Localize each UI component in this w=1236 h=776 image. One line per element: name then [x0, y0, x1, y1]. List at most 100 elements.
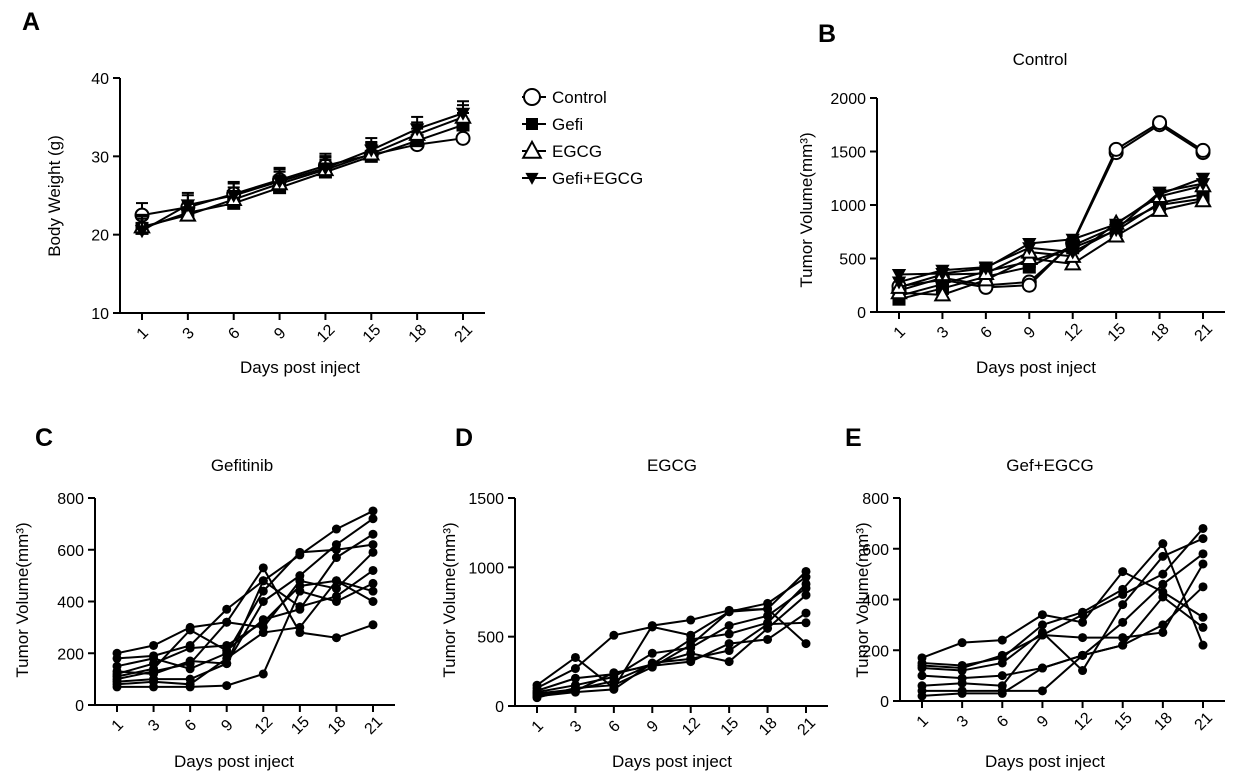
- legend-label: EGCG: [552, 142, 602, 161]
- x-tick-label: 1: [891, 324, 909, 342]
- data-point: [295, 576, 305, 586]
- data-point: [523, 88, 541, 106]
- data-point: [331, 633, 341, 643]
- series: [891, 178, 1211, 290]
- data-point: [258, 586, 268, 596]
- data-point: [763, 619, 773, 629]
- data-point: [724, 657, 734, 667]
- x-tick-label: 21: [1192, 320, 1217, 345]
- data-point: [258, 576, 268, 586]
- series-line: [898, 182, 1204, 284]
- data-point: [112, 682, 122, 692]
- series-line: [921, 563, 1204, 687]
- data-point: [1198, 523, 1208, 533]
- data-point: [1158, 539, 1168, 549]
- data-point: [1065, 233, 1080, 247]
- data-point: [532, 693, 542, 703]
- data-point: [1152, 186, 1167, 200]
- data-point: [1108, 141, 1124, 157]
- data-point: [997, 688, 1007, 698]
- data-point: [724, 621, 734, 631]
- y-tick-label: 400: [862, 593, 889, 610]
- data-point: [258, 563, 268, 573]
- y-tick-label: 1500: [468, 491, 504, 508]
- x-tick-label: 12: [1071, 709, 1096, 734]
- data-point: [1195, 178, 1211, 192]
- y-tick-label: 0: [495, 699, 504, 716]
- x-tick-label: 3: [954, 713, 972, 731]
- data-point: [222, 681, 232, 691]
- legend-item: Gefi: [522, 115, 583, 134]
- data-point: [801, 639, 811, 649]
- data-point: [1037, 630, 1047, 640]
- data-point: [933, 285, 952, 302]
- data-point: [891, 276, 907, 290]
- series: [112, 578, 378, 692]
- data-point: [331, 597, 341, 606]
- series-line: [116, 543, 374, 670]
- x-tick-label: 3: [145, 717, 163, 735]
- x-tick-label: 6: [182, 717, 200, 735]
- data-point: [609, 668, 619, 678]
- legend-label: Control: [552, 88, 607, 107]
- data-point: [1158, 592, 1168, 602]
- data-point: [997, 650, 1007, 660]
- data-point: [368, 514, 378, 524]
- data-point: [258, 669, 268, 679]
- data-point: [647, 648, 657, 658]
- panel-letter: B: [818, 20, 836, 48]
- chart-title: Gef+EGCG: [1006, 456, 1093, 475]
- data-point: [801, 590, 811, 600]
- data-point: [570, 673, 580, 683]
- data-point: [1150, 200, 1169, 217]
- data-point: [957, 638, 967, 648]
- y-tick-label: 400: [57, 595, 84, 612]
- x-tick-label: 12: [314, 321, 339, 346]
- data-point: [724, 607, 734, 617]
- x-tick-label: 6: [978, 324, 996, 342]
- x-tick-label: 3: [567, 718, 585, 736]
- data-point: [801, 583, 811, 593]
- panel-b: B Control 0 500 1000 1500 2000 1 3 6 9 12 15 18 21 Days…: [797, 20, 1225, 377]
- data-point: [1158, 620, 1168, 630]
- data-point: [1158, 569, 1168, 579]
- y-tick-label: 2000: [830, 91, 866, 108]
- series: [892, 187, 1210, 303]
- y-tick-label: 200: [862, 643, 889, 660]
- x-tick-label: 18: [1148, 320, 1173, 345]
- data-point: [724, 639, 734, 649]
- data-point: [917, 691, 927, 701]
- data-point: [368, 540, 378, 550]
- data-point: [331, 540, 341, 550]
- data-point: [1198, 559, 1208, 569]
- data-point: [185, 659, 195, 669]
- series-line: [141, 112, 464, 232]
- data-point: [1078, 610, 1088, 620]
- data-point: [258, 615, 268, 625]
- x-tick-label: 6: [225, 325, 243, 343]
- data-point: [1118, 633, 1128, 643]
- data-point: [997, 635, 1007, 645]
- data-point: [1198, 612, 1208, 622]
- y-tick-label: 30: [91, 149, 109, 166]
- data-point: [1108, 224, 1124, 238]
- data-point: [724, 646, 734, 656]
- data-point: [647, 622, 657, 632]
- data-point: [1078, 617, 1088, 627]
- panel-d: D EGCG 0 500 1000 1500 1 3 6 9 12 15 18 21 Days post i…: [440, 424, 828, 771]
- data-point: [185, 643, 195, 653]
- data-point: [1198, 534, 1208, 544]
- data-point: [686, 654, 696, 664]
- y-tick-label: 40: [91, 71, 109, 88]
- data-point: [331, 524, 341, 534]
- data-point: [570, 652, 580, 662]
- series-line: [141, 116, 464, 228]
- data-point: [1078, 633, 1088, 643]
- y-tick-label: 0: [857, 305, 866, 322]
- data-point: [1037, 686, 1047, 696]
- series-line: [536, 607, 807, 699]
- legend-item: EGCG: [521, 139, 602, 161]
- series: [532, 604, 811, 703]
- x-tick-label: 18: [756, 714, 781, 739]
